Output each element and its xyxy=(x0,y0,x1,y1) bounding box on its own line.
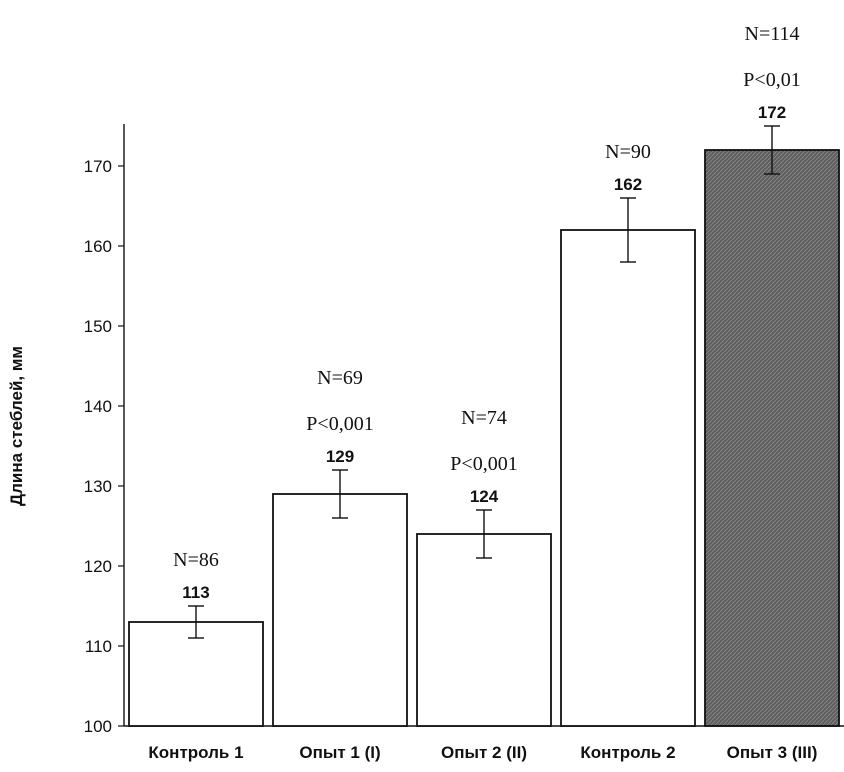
data-label: 172 xyxy=(758,103,786,122)
y-tick-label: 110 xyxy=(85,637,112,656)
y-tick-label: 170 xyxy=(84,157,112,176)
y-tick-label: 160 xyxy=(84,237,112,256)
y-tick-label: 150 xyxy=(84,317,112,336)
data-label: 124 xyxy=(470,487,499,506)
bar xyxy=(704,149,840,727)
bar xyxy=(416,533,552,727)
x-tick-label: Опыт 3 (III) xyxy=(727,743,818,762)
bar xyxy=(272,493,408,727)
y-tick-label: 140 xyxy=(84,397,112,416)
annotation-label: N=86 xyxy=(173,549,219,571)
data-label: 113 xyxy=(182,583,209,602)
annotation-label: N=69 xyxy=(317,367,363,389)
x-tick-label: Контроль 2 xyxy=(580,743,675,762)
annotation-label: N=74 xyxy=(461,407,507,429)
annotation-label: P<0,001 xyxy=(306,413,373,435)
y-axis-title: Длина стеблей, мм xyxy=(7,346,26,506)
bar xyxy=(560,229,696,727)
annotation-label: N=90 xyxy=(605,141,651,163)
y-tick-label: 100 xyxy=(84,717,112,736)
data-label: 129 xyxy=(326,447,354,466)
annotation-label: N=114 xyxy=(745,23,800,45)
y-tick-label: 130 xyxy=(84,477,112,496)
x-tick-label: Опыт 2 (II) xyxy=(441,743,527,762)
data-label: 162 xyxy=(614,175,642,194)
x-tick-label: Контроль 1 xyxy=(148,743,243,762)
y-tick-label: 120 xyxy=(84,557,112,576)
annotation-label: P<0,001 xyxy=(450,453,517,475)
x-tick-label: Опыт 1 (I) xyxy=(299,743,380,762)
annotation-label: P<0,01 xyxy=(743,69,800,91)
